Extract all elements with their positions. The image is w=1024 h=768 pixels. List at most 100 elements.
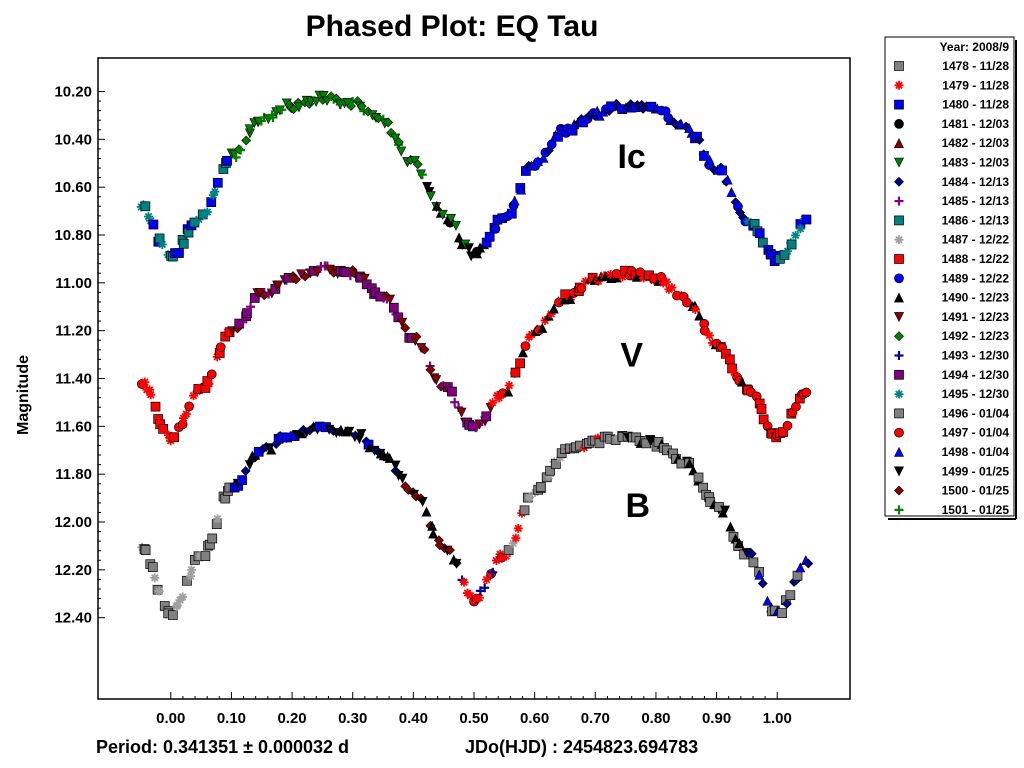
data-point — [178, 592, 188, 602]
legend-marker — [894, 466, 904, 477]
legend-entry-label: 1492 - 12/23 — [942, 329, 1010, 343]
data-point — [273, 280, 284, 291]
data-point — [699, 151, 709, 161]
data-point — [140, 377, 150, 387]
data-point — [631, 271, 642, 282]
legend-marker — [894, 61, 904, 71]
data-point — [545, 465, 555, 476]
data-point — [206, 369, 217, 380]
data-point — [204, 379, 214, 389]
y-tick-label: 10.80 — [54, 227, 92, 244]
legend-entry-label: 1483 - 12/03 — [942, 156, 1010, 170]
data-point — [277, 105, 287, 115]
x-axis: 0.00 0.10 0.20 0.30 0.40 0.50 0.60 0.70 0.80 0.90… — [156, 692, 792, 727]
data-point — [520, 341, 531, 351]
x-tick-label: 0.10 — [217, 710, 246, 727]
data-point — [427, 520, 438, 531]
data-point — [186, 571, 196, 581]
legend-entry-label: 1499 - 01/25 — [942, 464, 1010, 478]
data-point — [150, 573, 160, 583]
data-point — [551, 459, 561, 469]
data-point — [396, 146, 407, 157]
data-point — [390, 133, 401, 144]
data-point — [725, 521, 736, 532]
data-point — [244, 124, 255, 135]
legend-entry-label: 1501 - 01/25 — [942, 503, 1010, 517]
data-point — [384, 452, 395, 463]
data-point — [506, 208, 517, 219]
y-tick-label: 10.40 — [54, 131, 92, 148]
data-point — [450, 397, 460, 407]
data-point — [246, 302, 256, 312]
data-point — [803, 558, 814, 569]
data-point — [174, 248, 184, 258]
data-point — [785, 590, 796, 601]
data-points — [136, 90, 814, 620]
data-point — [513, 523, 523, 533]
y-tick-label: 12.00 — [54, 514, 92, 531]
data-point — [795, 224, 805, 234]
data-point — [792, 570, 803, 581]
data-point — [447, 386, 457, 397]
legend-marker — [894, 408, 904, 419]
data-point — [757, 237, 768, 248]
data-point — [237, 475, 248, 485]
data-point — [212, 177, 223, 188]
data-point — [704, 330, 714, 340]
data-point — [383, 117, 394, 128]
data-point — [344, 426, 355, 437]
data-point — [373, 113, 384, 124]
legend-entry-label: 1487 - 12/22 — [942, 233, 1010, 247]
data-point — [411, 331, 422, 342]
legend-marker — [894, 119, 904, 129]
data-point — [431, 375, 442, 386]
x-tick-label: 1.00 — [763, 710, 792, 727]
x-tick-label: 0.50 — [459, 710, 488, 727]
data-point — [467, 421, 478, 432]
data-point — [397, 473, 408, 484]
y-tick-label: 10.20 — [54, 83, 92, 100]
data-point — [236, 145, 246, 155]
x-tick-label: 0.90 — [702, 710, 731, 727]
chart-title: Phased Plot: EQ Tau — [306, 10, 599, 43]
data-point — [762, 595, 773, 606]
y-tick-label: 11.00 — [55, 275, 92, 292]
data-point — [509, 195, 520, 206]
data-point — [684, 458, 695, 469]
data-point — [576, 283, 587, 294]
data-point — [484, 231, 495, 242]
legend-marker — [894, 157, 904, 168]
legend-entry-label: 1494 - 12/30 — [942, 368, 1010, 382]
data-point — [240, 466, 251, 476]
legend-marker — [894, 369, 904, 380]
data-point — [388, 302, 399, 313]
y-tick-label: 11.80 — [55, 466, 92, 483]
data-point — [311, 96, 322, 107]
data-point — [734, 537, 745, 548]
data-point — [417, 170, 427, 180]
data-point — [222, 155, 232, 166]
y-tick-label: 11.60 — [55, 418, 92, 435]
data-point — [158, 424, 168, 434]
data-point — [511, 533, 521, 543]
data-point — [425, 191, 436, 202]
data-point — [801, 214, 812, 225]
legend-marker — [894, 215, 904, 226]
data-point — [450, 220, 461, 231]
band-label-b: B — [625, 487, 650, 525]
legend-entry-label: 1491 - 12/23 — [942, 310, 1010, 324]
data-point — [781, 598, 792, 609]
data-point — [662, 277, 672, 287]
data-point — [786, 239, 797, 250]
legend-entry-label: 1488 - 12/22 — [942, 252, 1010, 266]
data-point — [390, 460, 401, 471]
x-tick-label: 0.30 — [338, 710, 367, 727]
data-point — [242, 308, 252, 318]
legend-entry-label: 1484 - 12/13 — [942, 175, 1010, 189]
data-point — [682, 297, 692, 308]
data-point — [157, 240, 167, 250]
data-point — [490, 223, 501, 234]
data-point — [451, 558, 462, 569]
legend-entry-label: 1486 - 12/13 — [942, 213, 1010, 227]
